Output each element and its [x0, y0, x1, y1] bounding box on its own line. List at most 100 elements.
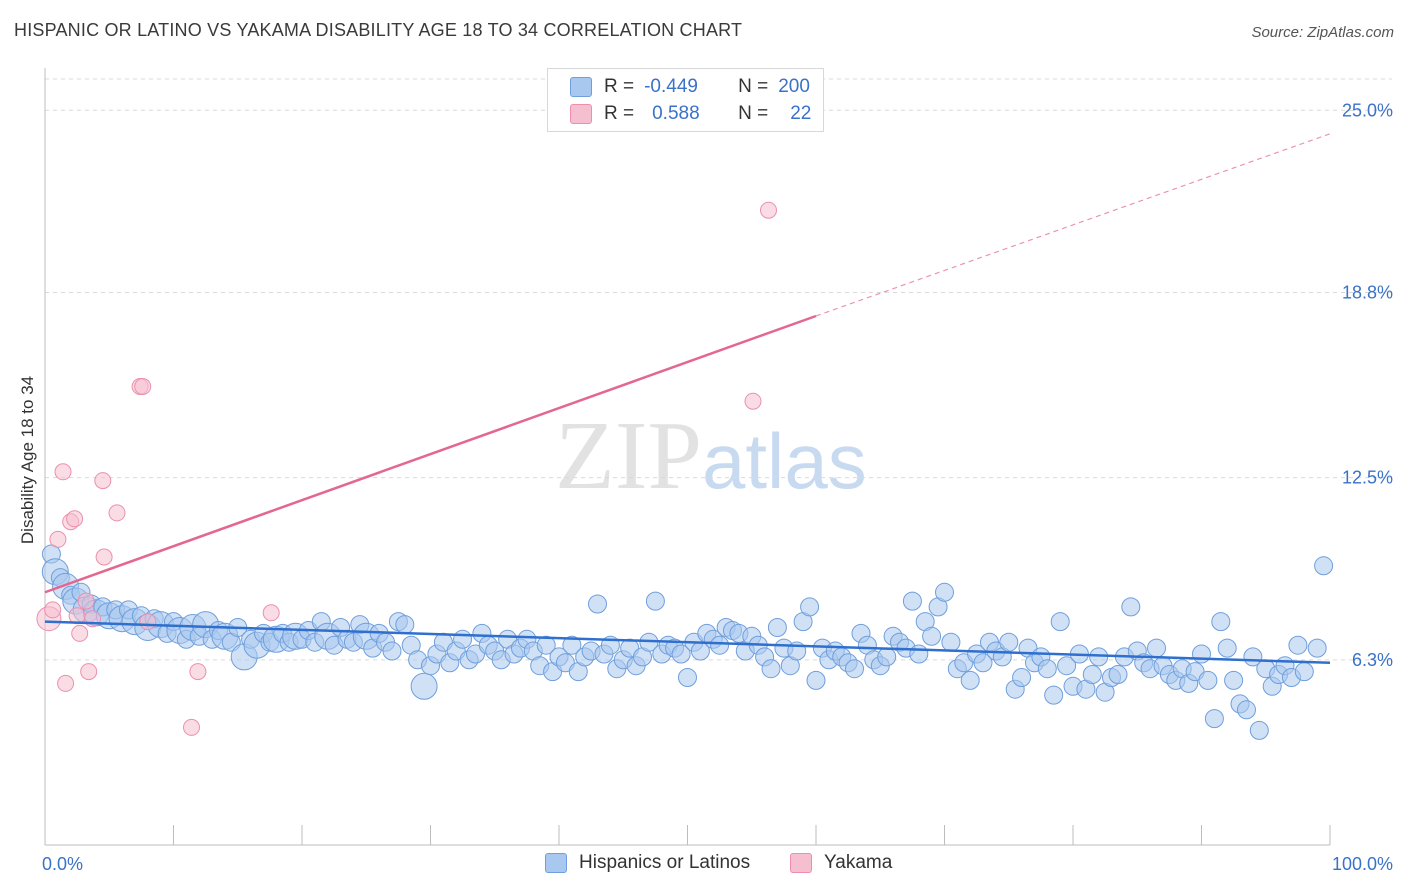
legend-n-label: N = — [738, 103, 769, 124]
hispanic-point — [960, 670, 980, 690]
hispanic-point — [941, 632, 961, 652]
hispanic-point — [710, 635, 730, 655]
hispanic-point — [1050, 612, 1070, 632]
chart-title: HISPANIC OR LATINO VS YAKAMA DISABILITY … — [14, 20, 743, 40]
hispanic-point — [1108, 665, 1128, 684]
hispanic-point — [973, 653, 993, 673]
yakama-point — [183, 718, 200, 736]
hispanic-point — [999, 632, 1019, 652]
hispanic-point — [800, 597, 820, 617]
y-axis-label: Disability Age 18 to 34 — [18, 376, 37, 544]
hispanic-point — [453, 629, 473, 649]
hispanic-point — [1057, 656, 1077, 676]
yakama-point — [57, 674, 75, 692]
hispanic-point — [935, 582, 954, 602]
hispanic-point — [902, 591, 922, 611]
legend-n-label: N = — [738, 76, 769, 97]
legend-row-hispanic: R = -0.449 N = 200 — [570, 75, 810, 99]
hispanic-point — [1307, 638, 1327, 658]
hispanic-point — [1012, 668, 1032, 687]
yakama-point — [134, 378, 152, 395]
series-swatch-pink — [790, 853, 812, 873]
hispanic-point — [1288, 635, 1308, 655]
yakama-point — [94, 472, 112, 490]
hispanic-point — [767, 618, 787, 637]
y-tick-label: 12.5% — [1342, 468, 1393, 488]
hispanic-point — [645, 591, 665, 611]
hispanic-point — [1294, 662, 1314, 682]
hispanic-point — [395, 615, 415, 635]
hispanic-point — [922, 626, 942, 646]
yakama-point — [744, 392, 762, 410]
legend-row-yakama: R = 0.588 N = 22 — [570, 102, 811, 126]
yakama-point — [44, 601, 62, 619]
hispanic-point — [1044, 685, 1064, 705]
legend-n-value: 200 — [778, 76, 810, 97]
hispanic-point — [761, 659, 781, 679]
yakama-point — [71, 624, 89, 642]
yakama-point — [189, 663, 207, 681]
series-legend: Hispanics or Latinos Yakama — [0, 852, 1406, 878]
hispanic-point — [671, 644, 691, 664]
correlation-legend: R = -0.449 N = 200 R = 0.588 N = 22 — [547, 68, 824, 132]
hispanic-point — [1249, 720, 1269, 740]
watermark: ZIPatlas — [555, 400, 867, 512]
hispanic-point — [678, 668, 697, 687]
legend-swatch-pink — [570, 104, 592, 124]
hispanic-point — [1082, 665, 1102, 684]
legend-r-value: -0.449 — [644, 76, 698, 97]
hispanic-point — [845, 659, 864, 679]
source-label: Source: ZipAtlas.com — [1251, 24, 1394, 41]
hispanic-point — [1217, 638, 1237, 658]
hispanic-point — [877, 647, 897, 667]
legend-swatch-blue — [570, 77, 592, 97]
watermark-zip: ZIP — [555, 402, 702, 510]
yakama-point — [66, 510, 84, 528]
hispanic-point — [1314, 556, 1334, 576]
legend-r-value: 0.588 — [652, 103, 700, 124]
hispanic-point — [562, 635, 582, 655]
hispanic-point — [1237, 700, 1256, 720]
hispanic-point — [1037, 659, 1057, 679]
hispanic-point — [1204, 709, 1224, 729]
hispanic-point — [536, 635, 556, 655]
hispanic-point — [1198, 670, 1218, 690]
y-tick-label: 18.8% — [1342, 282, 1393, 302]
x-tick-label: 100.0% — [1332, 854, 1393, 874]
legend-n-value: 22 — [790, 103, 812, 124]
hispanic-point — [909, 644, 929, 664]
yakama-point — [49, 530, 67, 548]
legend-r-label: R = — [604, 76, 635, 97]
hispanic-point — [1192, 644, 1211, 664]
yakama-point — [760, 201, 777, 219]
y-tick-label: 25.0% — [1342, 100, 1393, 120]
yakama-trend-extension — [815, 133, 1331, 317]
watermark-atlas: atlas — [702, 417, 867, 505]
hispanic-point — [1089, 647, 1109, 667]
yakama-point — [80, 663, 98, 681]
hispanic-point — [806, 670, 826, 690]
hispanic-point — [1147, 638, 1166, 658]
series-swatch-blue — [545, 853, 567, 873]
series-label: Hispanics or Latinos — [579, 852, 751, 873]
hispanic-point — [1121, 597, 1141, 617]
series-legend-hispanic[interactable]: Hispanics or Latinos — [545, 852, 750, 874]
hispanic-point — [382, 641, 402, 661]
x-tick-label: 0.0% — [42, 854, 83, 874]
hispanic-point — [410, 672, 438, 700]
yakama-point — [262, 604, 280, 622]
yakama-trend-line — [44, 314, 817, 594]
series-label: Yakama — [824, 852, 893, 873]
y-tick-label: 6.3% — [1352, 650, 1393, 670]
hispanic-trend-line — [44, 620, 1331, 665]
series-legend-yakama[interactable]: Yakama — [790, 852, 892, 874]
yakama-point — [77, 592, 95, 610]
yakama-point — [139, 613, 157, 631]
yakama-point — [108, 504, 126, 522]
hispanic-point — [1211, 612, 1231, 632]
hispanic-point — [588, 594, 607, 614]
legend-r-label: R = — [604, 103, 635, 124]
yakama-point — [54, 463, 72, 481]
hispanic-point — [1224, 670, 1244, 690]
